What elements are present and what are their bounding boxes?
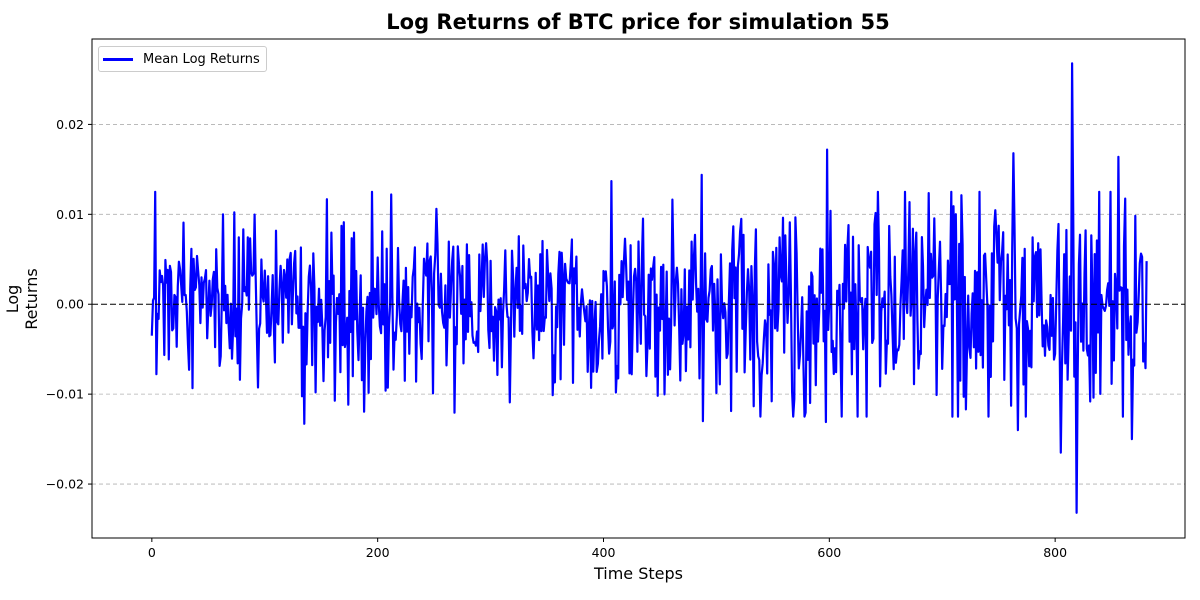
series-line-mean-log-returns (150, 62, 1148, 514)
legend: Mean Log Returns (98, 46, 267, 72)
x-tick-label: 400 (592, 545, 616, 560)
y-tick-label: 0.01 (56, 207, 84, 222)
y-tick-label: 0.00 (56, 297, 84, 312)
legend-line-swatch (103, 57, 133, 61)
legend-label: Mean Log Returns (143, 51, 260, 67)
chart-title: Log Returns of BTC price for simulation … (386, 10, 890, 34)
y-tick-label: −0.02 (46, 477, 84, 492)
y-tick-label: 0.02 (56, 117, 84, 132)
x-tick-label: 0 (148, 545, 156, 560)
x-axis-label: Time Steps (593, 564, 683, 583)
axes-frame (91, 38, 1186, 539)
x-tick-label: 600 (817, 545, 841, 560)
x-tick-label: 200 (366, 545, 390, 560)
y-tick-label: −0.01 (46, 387, 84, 402)
x-tick-label: 800 (1043, 545, 1067, 560)
